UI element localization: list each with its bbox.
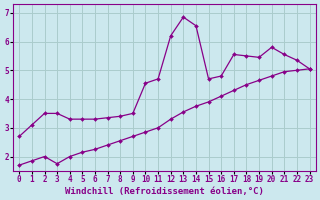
X-axis label: Windchill (Refroidissement éolien,°C): Windchill (Refroidissement éolien,°C) — [65, 187, 264, 196]
